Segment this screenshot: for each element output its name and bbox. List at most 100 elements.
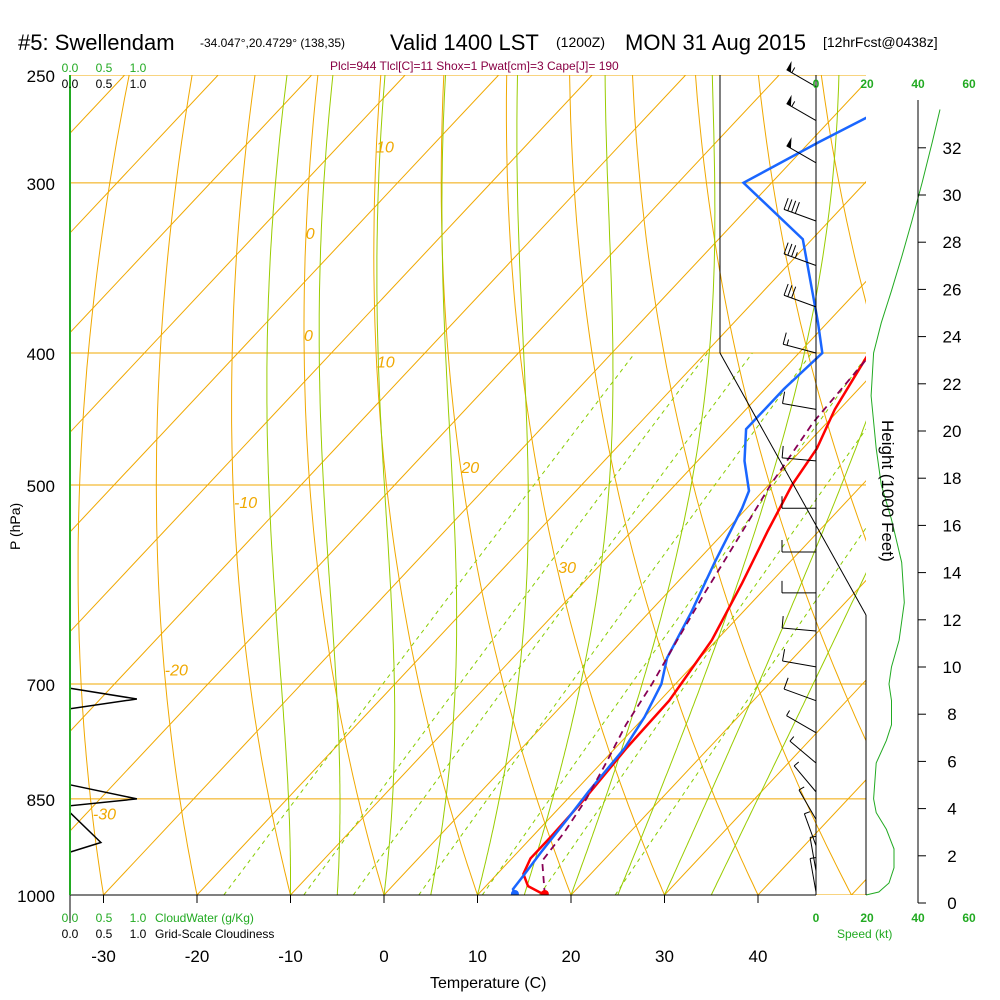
pressure-tick-label: 700 (27, 676, 55, 695)
pressure-tick-label: 400 (27, 345, 55, 364)
dry-adiabat-line (694, 75, 866, 742)
cloud-tick-label: 1.0 (130, 61, 147, 75)
pressure-tick-label: 250 (27, 67, 55, 86)
mixing-ratio-line (481, 356, 866, 895)
series-parcel (541, 358, 866, 895)
wind-barb-full (781, 445, 784, 458)
wind-barb-full (791, 200, 797, 213)
isotherm-line (70, 75, 313, 334)
wind-barb-full (791, 286, 797, 299)
mixing-ratio-label: 2 (300, 903, 307, 918)
wind-barb-staff (783, 208, 817, 222)
moist-adiabat-line (477, 75, 529, 895)
wind-barb-staff (793, 765, 817, 793)
wind-barb-full (782, 391, 786, 404)
wind-panel (781, 61, 941, 896)
isotherm-line (383, 380, 866, 895)
wind-barb-half (786, 339, 790, 346)
x-axis-label: Temperature (C) (430, 975, 546, 992)
cloud-panel (69, 687, 138, 853)
wind-barb-staff (786, 715, 817, 734)
title-valid: Valid 1400 LST (390, 30, 539, 55)
wind-barb-staff (789, 740, 817, 764)
isotherm-line (70, 75, 593, 633)
wind-barb-full (783, 197, 789, 210)
speed-label: Speed (kt) (837, 927, 892, 941)
wind-barb-half (810, 835, 817, 838)
dry-adiabat-line (440, 75, 572, 895)
cloud-tick-label: 0.0 (62, 927, 79, 941)
wind-barb-flag (786, 61, 792, 73)
mixing-ratio-label: 20 (611, 903, 625, 918)
wind-barb-half (791, 67, 796, 73)
temp-tick-label: 0 (379, 947, 388, 966)
wind-barb (782, 649, 817, 668)
y-axis-label: P (hPa) (7, 503, 23, 550)
wind-barb-half (789, 736, 795, 742)
wind-barb-staff (803, 813, 817, 846)
wind-barb-full (783, 283, 789, 296)
moist-adiabat-line (376, 75, 396, 895)
isotherm-line (103, 81, 866, 895)
isotherm-line (851, 878, 866, 895)
isotherm-line (664, 679, 866, 895)
isotherm-line (477, 480, 866, 895)
speed-tick-label: 40 (911, 77, 925, 91)
mixing-ratio-label: 12 (536, 903, 550, 918)
mixing-ratio-line (352, 352, 753, 895)
speed-tick-label: 20 (860, 911, 874, 925)
wind-barb (783, 197, 817, 222)
isotherm-line (70, 75, 219, 234)
cloud-tick-label: 0.5 (96, 61, 113, 75)
height-tick-label: 12 (943, 611, 962, 630)
wind-barb (809, 857, 817, 893)
wind-barb-staff (782, 457, 817, 462)
wind-barb (786, 710, 817, 734)
surface-temp-point (540, 890, 549, 895)
wind-barb (809, 835, 817, 871)
wind-barb-staff (786, 145, 817, 164)
cloud-tick-label: 0.5 (96, 911, 113, 925)
wind-barb-staff (798, 789, 817, 820)
isotherm-line (70, 75, 780, 832)
speed-tick-label: 20 (860, 77, 874, 91)
dry-adiabat-label: -20 (165, 663, 188, 680)
wind-barb (782, 332, 817, 354)
series-group (510, 116, 866, 895)
wind-barb (786, 94, 817, 121)
isotherm-line (290, 280, 866, 895)
cloud-tick-label: 0.0 (62, 911, 79, 925)
pressure-tick-label: 300 (27, 175, 55, 194)
wind-barb-half (791, 101, 796, 107)
speed-tick-label: 0 (813, 911, 820, 925)
wind-barb-half (804, 811, 811, 815)
moist-adiabat-line (617, 75, 840, 895)
wind-barb-full (787, 199, 793, 211)
height-tick-label: 20 (943, 422, 962, 441)
temp-tick-label: 30 (655, 947, 674, 966)
wind-barb (783, 283, 817, 308)
cloud-tick-label: 1.0 (130, 911, 147, 925)
title-date: MON 31 Aug 2015 (625, 30, 806, 55)
wind-barb-full (791, 245, 797, 257)
speed-tick-label: 60 (962, 911, 976, 925)
moist-adiabat-line (430, 75, 458, 895)
mixing-ratio-label: 5 (415, 903, 422, 918)
wind-barb-staff (783, 343, 817, 354)
title-zulu: (1200Z) (556, 34, 605, 50)
height-tick-label: 26 (943, 280, 962, 299)
cloud-tick-label: 0.0 (62, 61, 79, 75)
height-tick-label: 30 (943, 186, 962, 205)
wind-barb (798, 786, 817, 820)
height-tick-label: 18 (943, 469, 962, 488)
wind-barb-full (794, 202, 800, 214)
wind-barb (803, 811, 817, 846)
height-tick-label: 32 (943, 139, 962, 158)
dry-adiabat-label: 30 (558, 560, 576, 577)
height-tick-label: 24 (943, 328, 962, 347)
speed-tick-label: 0 (813, 77, 820, 91)
series-temperature (522, 355, 866, 895)
dry-adiabat-line (155, 75, 198, 895)
